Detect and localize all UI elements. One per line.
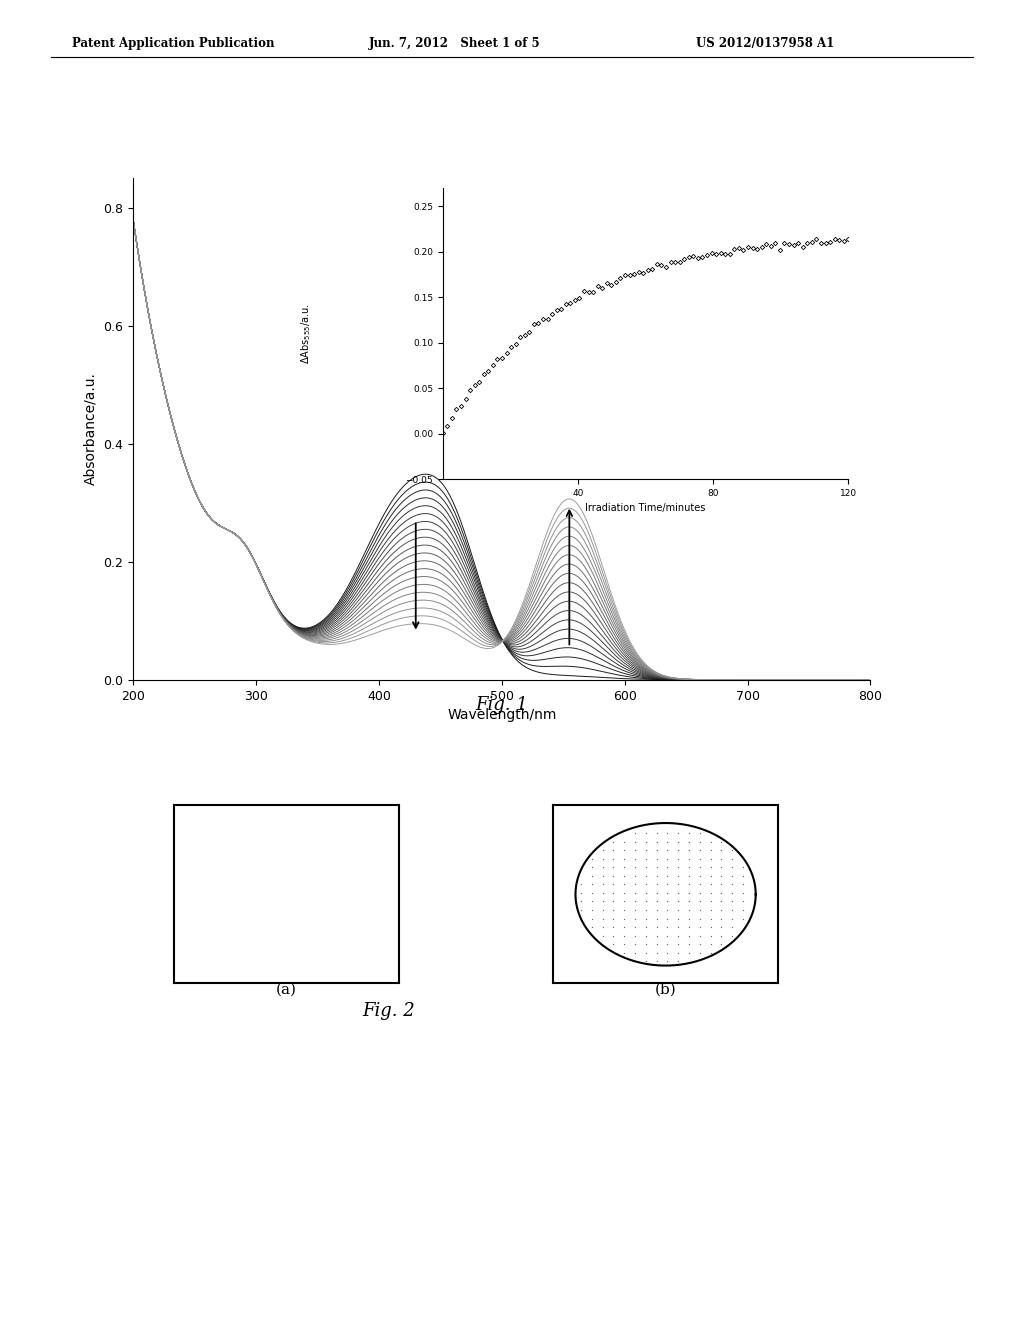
Text: Patent Application Publication: Patent Application Publication — [72, 37, 274, 50]
Text: (a): (a) — [276, 983, 297, 997]
Text: Fig. 1: Fig. 1 — [475, 696, 528, 714]
Text: Jun. 7, 2012   Sheet 1 of 5: Jun. 7, 2012 Sheet 1 of 5 — [369, 37, 541, 50]
Text: Fig. 2: Fig. 2 — [362, 1002, 416, 1020]
Y-axis label: Absorbance/a.u.: Absorbance/a.u. — [84, 372, 98, 486]
Text: US 2012/0137958 A1: US 2012/0137958 A1 — [696, 37, 835, 50]
Text: (b): (b) — [654, 983, 677, 997]
X-axis label: Wavelength/nm: Wavelength/nm — [447, 708, 556, 722]
